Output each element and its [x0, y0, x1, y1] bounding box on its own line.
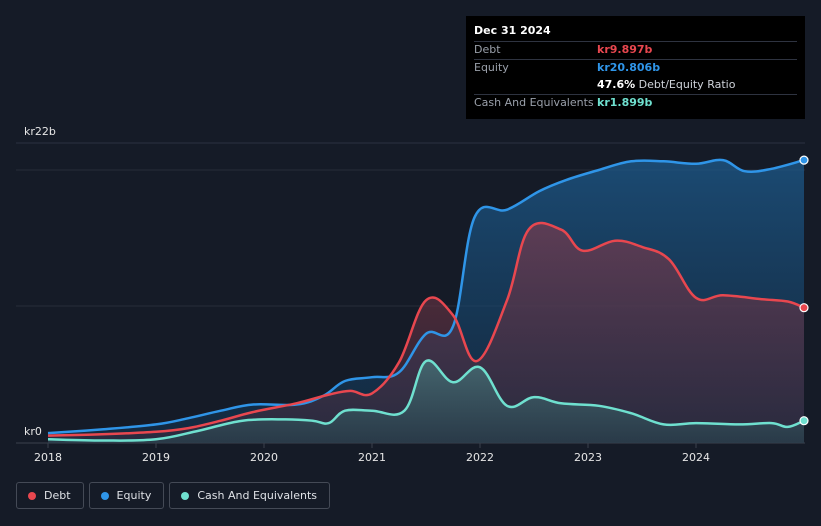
- legend-cash-label: Cash And Equivalents: [197, 489, 317, 502]
- debt-end-marker[interactable]: [799, 303, 809, 313]
- tooltip-cash-label: Cash And Equivalents: [474, 96, 594, 109]
- legend-item-equity[interactable]: Equity: [88, 482, 165, 509]
- tooltip-cash-row: Cash And Equivalents kr1.899b: [474, 94, 797, 112]
- debt-dot-icon: [28, 491, 36, 500]
- x-tick-label: 2024: [682, 451, 710, 464]
- legend-item-debt[interactable]: Debt: [16, 482, 84, 509]
- x-tick-label: 2019: [142, 451, 170, 464]
- tooltip-debt-value: kr9.897b: [597, 43, 653, 56]
- cash-dot-icon: [181, 491, 190, 500]
- tooltip: Dec 31 2024 Debt kr9.897b Equity kr20.80…: [466, 16, 805, 119]
- legend-debt-label: Debt: [44, 489, 71, 502]
- legend-item-cash[interactable]: Cash And Equivalents: [169, 482, 330, 509]
- x-tick-label: 2021: [358, 451, 386, 464]
- equity-dot-icon: [100, 491, 109, 500]
- tooltip-ratio-label: Debt/Equity Ratio: [638, 78, 736, 91]
- x-axis-ticks: 2018 2019 2020 2021 2022 2023 2024: [34, 443, 710, 464]
- tooltip-equity-label: Equity: [474, 61, 509, 74]
- tooltip-date: Dec 31 2024: [474, 24, 551, 37]
- equity-line: [47, 158, 805, 435]
- x-tick-label: 2018: [34, 451, 62, 464]
- legend: Debt Equity Cash And Equivalents: [16, 482, 330, 509]
- tooltip-ratio-row: 47.6% Debt/Equity Ratio: [474, 77, 797, 94]
- cash-end-marker[interactable]: [799, 416, 809, 426]
- tooltip-debt-row: Debt kr9.897b: [474, 41, 797, 59]
- debt-line: [47, 221, 805, 437]
- tooltip-ratio-value: 47.6%: [597, 78, 636, 91]
- x-tick-label: 2023: [574, 451, 602, 464]
- x-tick-label: 2020: [250, 451, 278, 464]
- tooltip-debt-label: Debt: [474, 43, 501, 56]
- x-tick-label: 2022: [466, 451, 494, 464]
- y-axis-top-label: kr22b: [24, 125, 56, 138]
- equity-end-marker[interactable]: [799, 155, 809, 165]
- tooltip-cash-value: kr1.899b: [597, 96, 653, 109]
- cash-line: [47, 359, 805, 442]
- tooltip-equity-value: kr20.806b: [597, 61, 661, 74]
- tooltip-equity-row: Equity kr20.806b: [474, 59, 797, 77]
- legend-equity-label: Equity: [116, 489, 152, 502]
- y-axis-zero-label: kr0: [24, 425, 42, 438]
